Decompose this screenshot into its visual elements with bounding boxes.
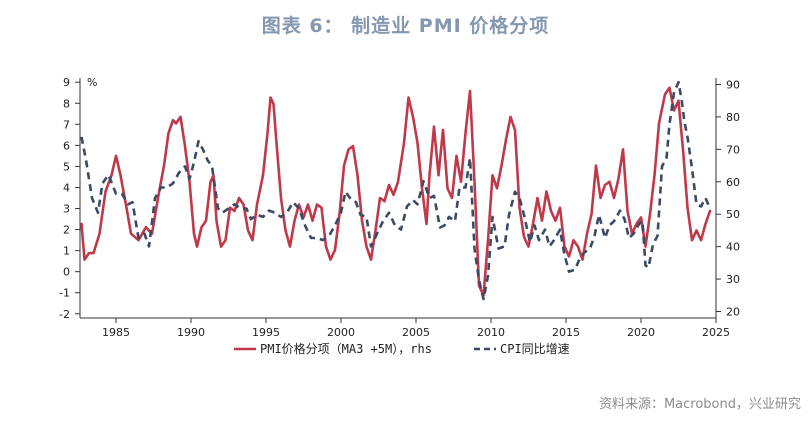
left-tick-label: 7 bbox=[63, 118, 70, 131]
x-tick-label: 2020 bbox=[627, 326, 655, 339]
right-tick-label: 60 bbox=[726, 176, 740, 189]
right-tick-label: 70 bbox=[726, 143, 740, 156]
right-tick-label: 30 bbox=[726, 273, 740, 286]
x-tick-label: 1990 bbox=[177, 326, 205, 339]
series-line-pmi-price bbox=[80, 86, 712, 297]
x-tick-label: 2005 bbox=[402, 326, 430, 339]
right-tick-label: 40 bbox=[726, 241, 740, 254]
left-tick-label: 0 bbox=[63, 266, 70, 279]
right-tick-label: 20 bbox=[726, 306, 740, 319]
left-tick-label: -1 bbox=[59, 287, 70, 300]
left-tick-label: 4 bbox=[63, 181, 70, 194]
x-tick-label: 2025 bbox=[702, 326, 730, 339]
legend-label: PMI价格分项（MA3 +5M），rhs bbox=[260, 341, 432, 356]
left-tick-label: 2 bbox=[63, 224, 70, 237]
left-axis-unit: % bbox=[87, 76, 97, 89]
series-line-cpi bbox=[80, 80, 712, 301]
right-tick-label: 90 bbox=[726, 78, 740, 91]
left-tick-label: 3 bbox=[63, 203, 70, 216]
x-tick-label: 2010 bbox=[477, 326, 505, 339]
legend-label: CPI同比增速 bbox=[500, 342, 570, 356]
chart-legend: PMI价格分项（MA3 +5M），rhs CPI同比增速 bbox=[234, 341, 570, 356]
chart-lines bbox=[80, 80, 712, 301]
left-tick-label: 9 bbox=[63, 76, 70, 89]
source-note: 资料来源：Macrobond，兴业研究 bbox=[598, 397, 801, 412]
x-tick-label: 1995 bbox=[252, 326, 280, 339]
chart-title: 图表 6： 制造业 PMI 价格分项 bbox=[261, 15, 550, 37]
x-tick-label: 2000 bbox=[327, 326, 355, 339]
chart-axes: -2 -1 0 1 2 3 4 5 6 7 8 9 % 20 30 40 50 60 70 80 90 1985 1990 1… bbox=[59, 76, 740, 339]
left-tick-label: 8 bbox=[63, 97, 70, 110]
left-tick-label: 6 bbox=[63, 139, 70, 152]
right-tick-label: 80 bbox=[726, 111, 740, 124]
left-tick-label: 5 bbox=[63, 160, 70, 173]
left-tick-label: -2 bbox=[59, 308, 70, 321]
left-tick-label: 1 bbox=[63, 245, 70, 258]
right-tick-label: 50 bbox=[726, 208, 740, 221]
x-tick-label: 2015 bbox=[552, 326, 580, 339]
x-tick-label: 1985 bbox=[102, 326, 130, 339]
